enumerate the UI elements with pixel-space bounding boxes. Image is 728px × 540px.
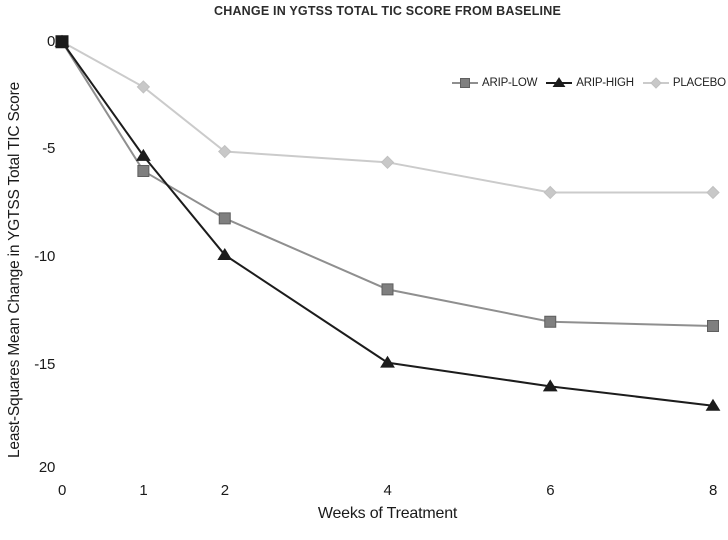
x-tick-1: 1 — [139, 482, 148, 499]
marker-placebo-week-0 — [55, 34, 69, 49]
marker-arip-low-week-6 — [544, 315, 557, 328]
marker-arip-low-week-8 — [707, 320, 719, 333]
chart-title: CHANGE IN YGTSS TOTAL TIC SCORE FROM BAS… — [214, 4, 561, 18]
marker-arip-high-week-6 — [542, 379, 558, 392]
y-tick--10: -10 — [34, 248, 55, 266]
marker-arip-high-week-2 — [217, 247, 233, 260]
marker-arip-high-week-8 — [705, 398, 721, 411]
square-legend-marker — [460, 78, 470, 88]
series-line-placebo — [61, 40, 713, 194]
x-axis-title: Weeks of Treatment — [317, 505, 458, 522]
baseline-origin-marker — [55, 35, 69, 49]
marker-arip-high-week-0 — [54, 34, 70, 47]
triangle-legend-marker — [552, 77, 566, 87]
marker-placebo-week-6 — [543, 185, 557, 200]
marker-placebo-week-1 — [136, 80, 151, 94]
triangle-legend-icon — [546, 77, 573, 87]
diamond-legend-icon — [642, 77, 669, 89]
marker-placebo-week-8 — [706, 185, 720, 200]
legend-item-arip-low: ARIP-LOW — [452, 76, 537, 90]
x-tick-8: 8 — [708, 482, 718, 499]
marker-arip-low-week-2 — [218, 212, 231, 225]
legend-item-placebo: PLACEBO — [642, 76, 726, 90]
square-legend-icon — [452, 78, 478, 88]
marker-arip-high-week-4 — [380, 355, 395, 368]
legend-label: ARIP-HIGH — [576, 77, 634, 89]
series-line-arip-high — [61, 41, 714, 407]
legend-item-arip-high: ARIP-HIGH — [546, 76, 634, 90]
y-tick-20: 20 — [38, 459, 55, 477]
y-axis-title: Least-Squares Mean Change in YGTSS Total… — [6, 82, 23, 458]
x-tick-2: 2 — [220, 482, 229, 499]
marker-arip-low-week-1 — [137, 164, 150, 177]
x-tick-4: 4 — [383, 482, 392, 499]
marker-arip-low-week-4 — [381, 283, 394, 296]
marker-arip-low-week-0 — [56, 35, 68, 48]
marker-placebo-week-4 — [380, 155, 395, 170]
marker-arip-high-week-1 — [135, 148, 151, 161]
x-tick-6: 6 — [546, 482, 555, 499]
legend-label: ARIP-LOW — [482, 77, 538, 89]
y-tick--5: -5 — [42, 140, 55, 158]
diamond-legend-marker — [650, 77, 662, 89]
y-tick-0: 0 — [46, 32, 55, 50]
marker-placebo-week-2 — [218, 144, 232, 159]
legend: ARIP-LOW ARIP-HIGH PLACEBO — [452, 75, 726, 91]
x-tick-0: 0 — [57, 482, 67, 499]
y-tick--15: -15 — [34, 355, 55, 373]
legend-label: PLACEBO — [672, 77, 726, 89]
